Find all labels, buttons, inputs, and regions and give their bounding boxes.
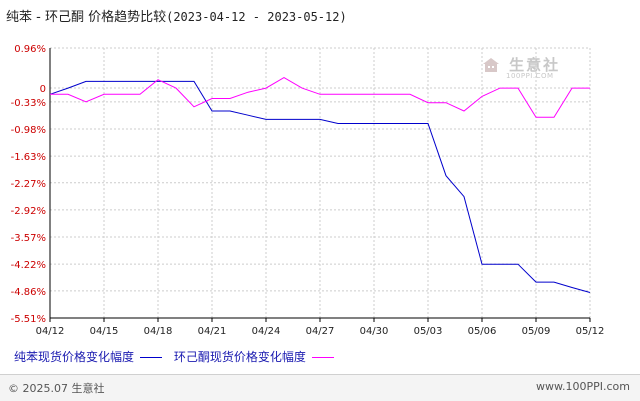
chart-date-range: (2023-04-12 - 2023-05-12) [166,10,347,24]
y-tick-label: -0.98% [11,125,46,136]
footer-copyright: © 2025.07 生意社 [8,382,105,395]
legend-label-series2: 环己酮现货价格变化幅度 [173,350,306,364]
y-tick-label: -1.63% [11,152,46,163]
y-tick-label: -4.22% [11,260,46,271]
x-tick-label: 05/09 [522,326,551,337]
legend-item-series2: 环己酮现货价格变化幅度 [174,348,334,365]
legend-item-series1: 纯苯现货价格变化幅度 [14,348,163,365]
legend-label-series1: 纯苯现货价格变化幅度 [14,350,135,364]
x-tick-label: 04/12 [36,326,65,337]
series-line-2 [50,77,590,118]
footer: © 2025.07 生意社 www.100PPI.com [0,374,640,401]
x-tick-label: 04/15 [90,326,119,337]
chart-legend: 纯苯现货价格变化幅度 环己酮现货价格变化幅度 [14,348,342,365]
x-tick-label: 04/21 [198,326,227,337]
y-tick-label: -0.33% [11,98,46,109]
legend-swatch-series1 [140,357,163,358]
watermark-text: 生意社 [509,56,561,74]
x-tick-label: 04/24 [252,326,281,337]
watermark: 生意社 100PPI.COM [482,54,561,80]
y-tick-label: -5.51% [11,314,46,325]
chart-title: 纯苯 - 环己酮 价格趋势比较(2023-04-12 - 2023-05-12) [6,6,347,25]
watermark-house-icon [483,57,499,72]
x-tick-label: 05/03 [414,326,443,337]
x-tick-label: 05/06 [468,326,497,337]
x-tick-label: 05/12 [576,326,605,337]
x-tick-label: 04/27 [306,326,335,337]
watermark-url: 100PPI.COM [506,72,554,80]
y-tick-label: -3.57% [11,233,46,244]
x-tick-label: 04/18 [144,326,173,337]
x-tick-label: 04/30 [360,326,389,337]
legend-swatch-series2 [311,357,334,358]
y-tick-label: 0 [40,84,46,95]
y-tick-label: -2.92% [11,206,46,217]
y-tick-label: -2.27% [11,179,46,190]
chart-title-text: 纯苯 - 环己酮 价格趋势比较 [6,10,167,25]
footer-url: www.100PPI.com [536,380,630,393]
y-tick-label: -4.86% [11,287,46,298]
series-line-1 [49,80,591,293]
y-tick-label: 0.96% [14,44,46,55]
